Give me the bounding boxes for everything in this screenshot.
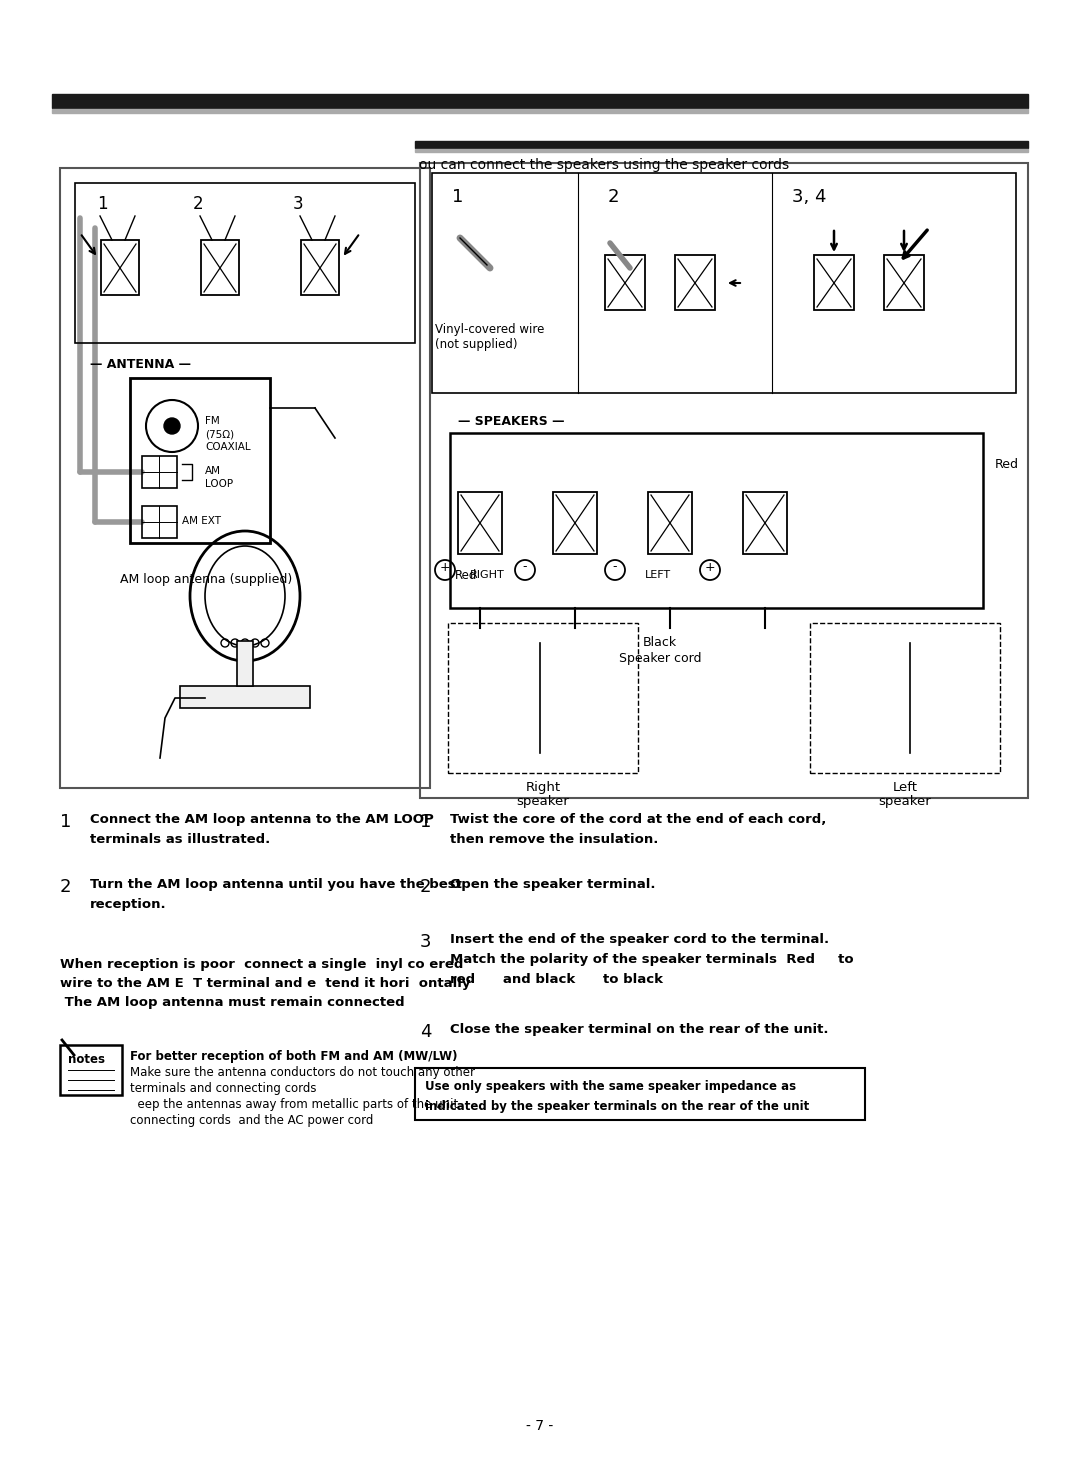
Bar: [450, 433, 983, 607]
Bar: [605, 256, 645, 310]
Bar: [458, 492, 502, 554]
Text: +: +: [704, 560, 715, 573]
Text: FM: FM: [205, 415, 219, 426]
Bar: [301, 239, 339, 296]
Bar: [415, 1069, 865, 1120]
Bar: [648, 492, 692, 554]
Text: Turn the AM loop antenna until you have the best: Turn the AM loop antenna until you have …: [90, 878, 462, 891]
Text: COAXIAL: COAXIAL: [205, 442, 251, 452]
Bar: [553, 492, 597, 554]
Bar: [415, 140, 1028, 148]
Text: ou can connect the speakers using the speaker cords: ou can connect the speakers using the sp…: [419, 158, 789, 171]
Text: Close the speaker terminal on the rear of the unit.: Close the speaker terminal on the rear o…: [450, 1023, 828, 1036]
Text: Left: Left: [892, 780, 918, 794]
Text: Twist the core of the cord at the end of each cord,: Twist the core of the cord at the end of…: [450, 813, 826, 826]
Bar: [60, 1045, 122, 1095]
Text: 2: 2: [420, 878, 432, 896]
Bar: [102, 239, 139, 296]
Text: 3, 4: 3, 4: [792, 188, 826, 205]
Text: Match the polarity of the speaker terminals  Red     to: Match the polarity of the speaker termin…: [450, 953, 853, 967]
Text: The AM loop antenna must remain connected: The AM loop antenna must remain connecte…: [60, 996, 405, 1009]
Bar: [432, 173, 1016, 393]
Bar: [60, 168, 430, 788]
Text: reception.: reception.: [90, 899, 166, 910]
Bar: [201, 239, 239, 296]
Text: connecting cords  and the AC power cord: connecting cords and the AC power cord: [130, 1114, 374, 1128]
Text: — SPEAKERS —: — SPEAKERS —: [458, 415, 565, 429]
Text: 1: 1: [453, 188, 463, 205]
Text: 3: 3: [293, 195, 303, 213]
Bar: [885, 256, 924, 310]
Text: 2: 2: [60, 878, 71, 896]
Text: Right: Right: [526, 780, 561, 794]
Bar: [448, 624, 638, 773]
Text: - 7 -: - 7 -: [526, 1419, 554, 1434]
Text: AM EXT: AM EXT: [183, 516, 221, 526]
Text: — ANTENNA —: — ANTENNA —: [90, 358, 191, 371]
Text: wire to the AM E  T terminal and e  tend it hori  ontally: wire to the AM E T terminal and e tend i…: [60, 977, 471, 990]
Text: indicated by the speaker terminals on the rear of the unit: indicated by the speaker terminals on th…: [426, 1100, 809, 1113]
Text: Vinyl-covered wire: Vinyl-covered wire: [435, 324, 544, 336]
Text: -: -: [612, 560, 618, 573]
Bar: [810, 624, 1000, 773]
Text: (not supplied): (not supplied): [435, 338, 517, 350]
Text: notes: notes: [68, 1052, 105, 1066]
Text: red      and black      to black: red and black to black: [450, 973, 663, 986]
Text: Make sure the antenna conductors do not touch any other: Make sure the antenna conductors do not …: [130, 1066, 475, 1079]
Text: Open the speaker terminal.: Open the speaker terminal.: [450, 878, 656, 891]
Text: speaker: speaker: [879, 795, 931, 808]
Text: LEFT: LEFT: [645, 571, 671, 579]
Text: AM loop antenna (supplied): AM loop antenna (supplied): [120, 573, 293, 585]
Bar: [237, 641, 253, 686]
Bar: [130, 378, 270, 542]
Text: (75Ω): (75Ω): [205, 429, 234, 439]
Text: 1: 1: [420, 813, 431, 831]
Bar: [52, 95, 1028, 108]
Bar: [141, 457, 177, 488]
Text: For better reception of both FM and AM (MW/LW): For better reception of both FM and AM (…: [130, 1049, 458, 1063]
Text: Use only speakers with the same speaker impedance as: Use only speakers with the same speaker …: [426, 1080, 796, 1094]
Text: Red: Red: [995, 458, 1020, 471]
Text: -: -: [523, 560, 527, 573]
Text: eep the antennas away from metallic parts of the unit: eep the antennas away from metallic part…: [130, 1098, 458, 1111]
Text: speaker: speaker: [516, 795, 569, 808]
Text: Black: Black: [643, 636, 677, 649]
Bar: [141, 505, 177, 538]
Text: 3: 3: [420, 933, 432, 950]
Text: Red: Red: [455, 569, 477, 581]
Text: RIGHT: RIGHT: [470, 571, 504, 579]
Bar: [814, 256, 854, 310]
Bar: [415, 149, 1028, 152]
Bar: [420, 163, 1028, 798]
Text: 1: 1: [97, 195, 108, 213]
Text: Connect the AM loop antenna to the AM LOOP: Connect the AM loop antenna to the AM LO…: [90, 813, 434, 826]
Circle shape: [164, 418, 180, 435]
Text: When reception is poor  connect a single  inyl co ered: When reception is poor connect a single …: [60, 958, 463, 971]
Bar: [52, 109, 1028, 112]
Text: +: +: [440, 560, 450, 573]
Text: LOOP: LOOP: [205, 479, 233, 489]
Text: 2: 2: [608, 188, 620, 205]
Text: 1: 1: [60, 813, 71, 831]
Text: then remove the insulation.: then remove the insulation.: [450, 834, 659, 845]
Bar: [675, 256, 715, 310]
Text: terminals as illustrated.: terminals as illustrated.: [90, 834, 270, 845]
Text: Speaker cord: Speaker cord: [619, 652, 701, 665]
Text: 4: 4: [420, 1023, 432, 1041]
Text: terminals and connecting cords: terminals and connecting cords: [130, 1082, 316, 1095]
Text: AM: AM: [205, 466, 221, 476]
Bar: [180, 686, 310, 708]
Text: 2: 2: [193, 195, 204, 213]
Bar: [75, 183, 415, 343]
Text: Insert the end of the speaker cord to the terminal.: Insert the end of the speaker cord to th…: [450, 933, 829, 946]
Bar: [743, 492, 787, 554]
